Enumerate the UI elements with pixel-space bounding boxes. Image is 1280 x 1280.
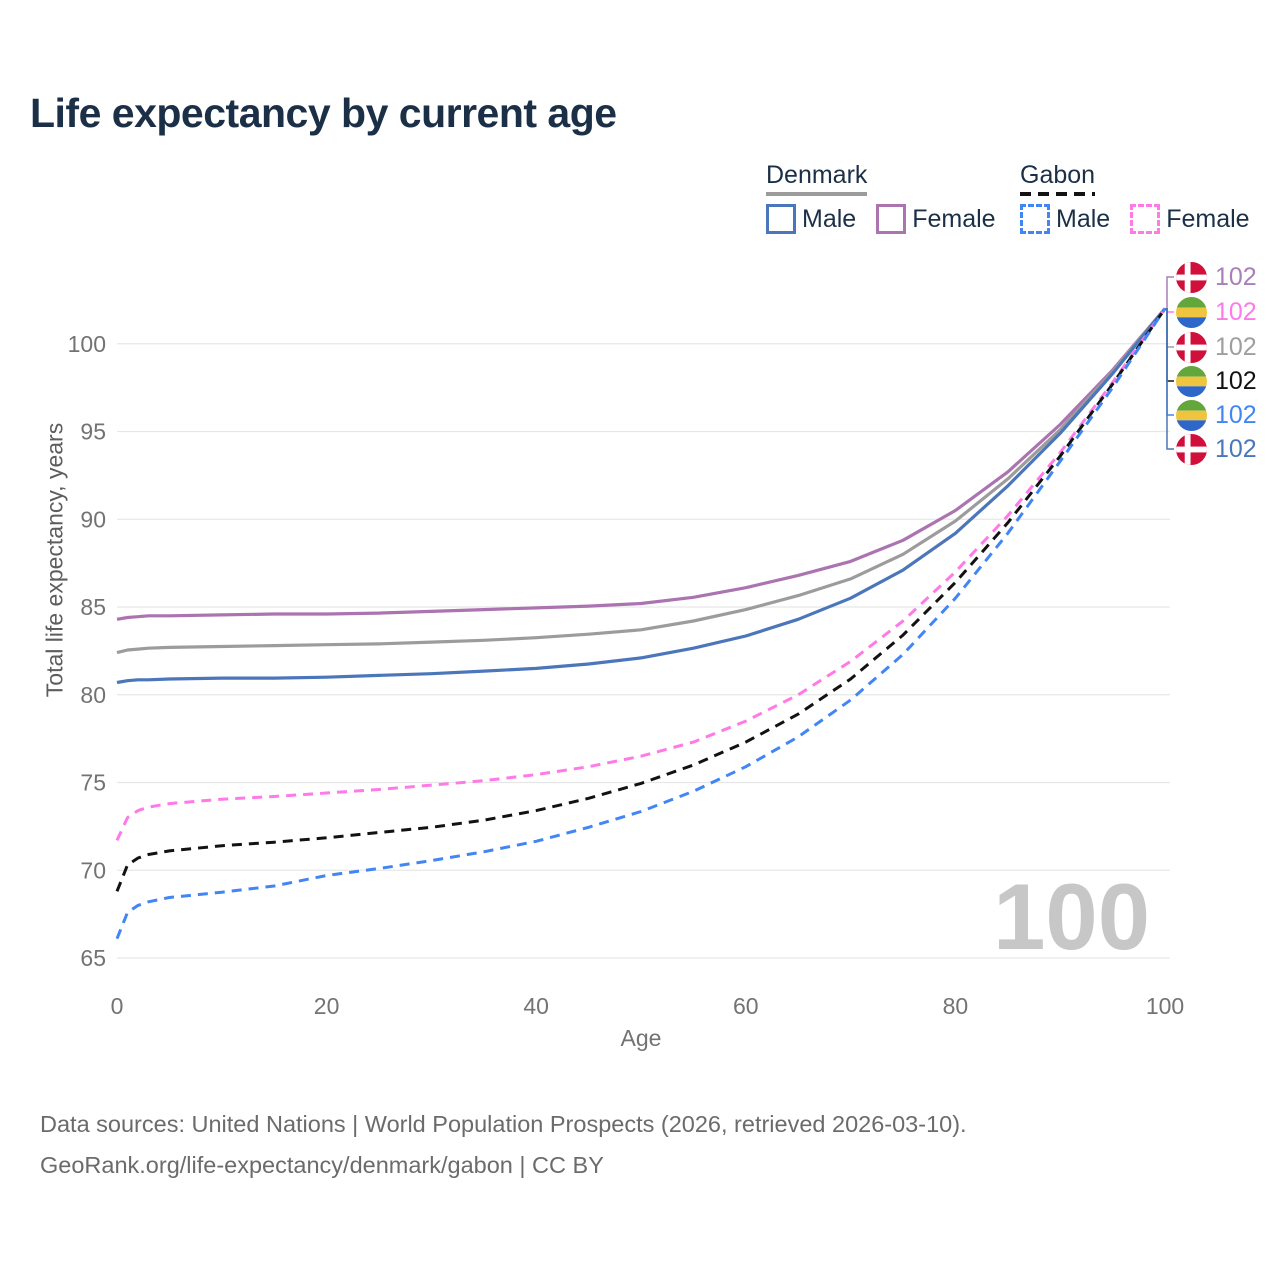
y-tick-label: 70 xyxy=(80,857,106,883)
legend-country-denmark[interactable]: Denmark xyxy=(766,161,868,196)
end-label-gabon: 102 xyxy=(1176,365,1257,397)
leader-line-denmark-male xyxy=(1165,308,1174,450)
denmark-flag-icon xyxy=(1176,331,1207,363)
y-tick-label: 65 xyxy=(80,945,106,971)
legend-item-label: Female xyxy=(1166,204,1250,233)
legend-item-denmark-male[interactable]: Male xyxy=(766,204,856,234)
legend-group-denmark: Denmark Male Female xyxy=(766,161,996,234)
denmark-flag-icon xyxy=(1176,433,1207,465)
legend-swatch xyxy=(1130,204,1161,234)
series-line-denmark[interactable] xyxy=(116,307,1167,655)
x-tick-label: 0 xyxy=(111,993,124,1019)
series-line-gabon[interactable] xyxy=(115,307,1167,892)
legend-swatch xyxy=(766,204,796,234)
legend-item-gabon-female[interactable]: Female xyxy=(1130,204,1250,234)
age-counter-watermark: 100 xyxy=(993,864,1150,969)
legend-swatch xyxy=(1020,204,1050,234)
gabon-flag-icon xyxy=(1176,399,1207,431)
legend-country-gabon[interactable]: Gabon xyxy=(1020,161,1096,196)
x-tick-label: 60 xyxy=(733,993,759,1019)
y-tick-label: 75 xyxy=(80,770,106,796)
legend-item-denmark-female[interactable]: Female xyxy=(876,204,996,234)
series-line-gabon-female[interactable] xyxy=(115,307,1167,842)
page-title: Life expectancy by current age xyxy=(30,90,617,136)
y-tick-label: 95 xyxy=(80,419,106,445)
x-axis-title: Age xyxy=(620,1025,662,1051)
end-value: 102 xyxy=(1215,434,1257,463)
y-tick-label: 90 xyxy=(80,506,106,532)
end-value: 102 xyxy=(1215,297,1257,326)
y-axis-title: Total life expectancy, years xyxy=(41,422,68,698)
gabon-flag-icon xyxy=(1176,365,1207,397)
legend-country-line-swatch xyxy=(1020,192,1096,196)
end-value: 102 xyxy=(1215,262,1257,291)
legend-swatch xyxy=(876,204,907,234)
end-label-gabon-male: 102 xyxy=(1176,399,1257,431)
end-value: 102 xyxy=(1215,400,1257,429)
legend-item-label: Female xyxy=(912,204,996,233)
end-value: 102 xyxy=(1215,332,1257,361)
legend-item-label: Male xyxy=(1056,204,1111,233)
end-label-denmark-male: 102 xyxy=(1176,433,1257,465)
denmark-flag-icon xyxy=(1176,261,1207,293)
end-label-denmark: 102 xyxy=(1176,331,1257,363)
legend-item-label: Male xyxy=(802,204,857,233)
footer: Data sources: United Nations | World Pop… xyxy=(40,1104,967,1186)
legend-item-gabon-male[interactable]: Male xyxy=(1020,204,1110,234)
series-line-denmark-male[interactable] xyxy=(116,307,1167,685)
x-tick-label: 20 xyxy=(314,993,340,1019)
legend-country-line-swatch xyxy=(766,192,868,196)
series-line-gabon-male[interactable] xyxy=(115,307,1167,940)
leader-line-denmark-female xyxy=(1165,276,1174,310)
legend-group-gabon: Gabon Male Female xyxy=(1020,161,1250,234)
end-label-denmark-female: 102 xyxy=(1176,261,1257,293)
x-tick-label: 40 xyxy=(523,993,549,1019)
y-tick-label: 80 xyxy=(80,682,106,708)
y-tick-label: 85 xyxy=(80,594,106,620)
end-value: 102 xyxy=(1215,366,1257,395)
legend-country-label: Denmark xyxy=(766,161,868,189)
series-line-denmark-female[interactable] xyxy=(116,307,1167,621)
x-tick-label: 80 xyxy=(943,993,969,1019)
gabon-flag-icon xyxy=(1176,296,1207,328)
footer-line-1: Data sources: United Nations | World Pop… xyxy=(40,1111,967,1137)
y-tick-label: 100 xyxy=(68,331,106,357)
legend-country-label: Gabon xyxy=(1020,161,1096,189)
x-tick-label: 100 xyxy=(1146,993,1184,1019)
footer-line-2: GeoRank.org/life-expectancy/denmark/gabo… xyxy=(40,1152,604,1178)
end-label-gabon-female: 102 xyxy=(1176,296,1257,328)
